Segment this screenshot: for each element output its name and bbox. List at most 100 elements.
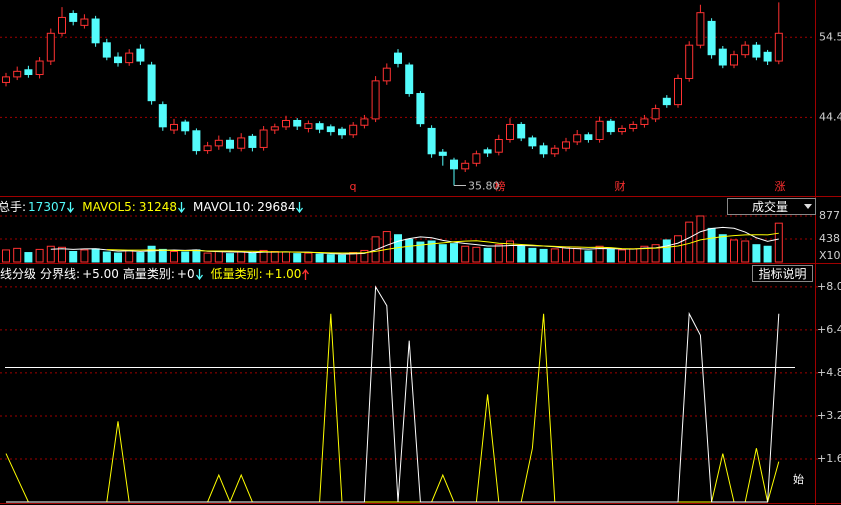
up-arrow <box>302 268 310 280</box>
signal-marker: 始 <box>793 472 804 486</box>
candle-body <box>506 123 514 141</box>
volume-legend: 总手: 17307 MAVOL5: 31248 MAVOL10: 29684 <box>0 198 311 216</box>
candle-body <box>315 123 324 130</box>
candle-body <box>528 137 537 147</box>
legend-value: 29684 <box>257 200 296 214</box>
volume-bar <box>550 248 559 263</box>
volume-bar <box>125 249 134 263</box>
candle-body <box>80 18 89 26</box>
candle-body <box>13 70 22 78</box>
candle-body <box>606 120 615 133</box>
volume-bar <box>461 245 470 263</box>
volume-bar <box>595 245 604 263</box>
candle-body <box>662 97 671 106</box>
candle-body <box>125 52 134 64</box>
volume-bar <box>102 251 111 263</box>
y-tick-label: +6.4 <box>817 323 841 336</box>
volume-bar <box>13 247 22 263</box>
legend-label: 分界线: <box>40 267 81 281</box>
candle-body <box>763 51 772 62</box>
candle-body <box>58 16 66 34</box>
candle-body <box>91 18 100 44</box>
y-tick-label: +1.6 <box>817 452 841 465</box>
volume-bar <box>606 248 615 263</box>
candle-body <box>595 120 604 141</box>
moving-average-line <box>106 232 779 254</box>
volume-bar <box>416 241 425 263</box>
indicator-selector[interactable]: 成交量 <box>727 198 816 215</box>
volume-bar <box>58 246 66 263</box>
candle-body <box>483 149 492 154</box>
volume-bar <box>741 240 750 263</box>
candle-body <box>718 48 727 66</box>
legend-label: 低量类别: <box>210 267 263 281</box>
volume-bar <box>562 247 570 263</box>
candle-body <box>136 48 145 62</box>
candle-body <box>405 64 414 95</box>
candle-body <box>707 20 716 56</box>
candle-body <box>618 127 626 133</box>
volume-bar <box>450 243 458 263</box>
indicator-help-button[interactable]: 指标说明 <box>752 265 813 282</box>
volume-bar <box>696 215 705 263</box>
candle-body <box>629 123 638 129</box>
volume-bar <box>24 252 33 263</box>
candle-body <box>181 121 190 132</box>
volume-bar <box>35 248 44 263</box>
dropdown-arrow <box>804 204 812 209</box>
candle-body <box>450 159 458 170</box>
volume-bar <box>707 227 716 263</box>
volume-bar <box>685 221 694 263</box>
volume-bar <box>494 244 503 263</box>
y-tick-label: 44.4 <box>819 110 841 123</box>
legend-label: MAVOL5: <box>82 200 136 214</box>
candle-body <box>494 139 503 153</box>
volume-bar <box>315 253 324 263</box>
y-tick-label: +4.8 <box>817 366 841 379</box>
candle-body <box>394 52 402 64</box>
volume-bar <box>46 245 55 263</box>
candle-body <box>752 44 761 58</box>
candle-body <box>550 147 559 155</box>
volume-bar <box>203 252 212 263</box>
volume-bar <box>170 251 178 263</box>
volume-bar <box>80 249 89 263</box>
legend-label: MAVOL10: <box>193 200 255 214</box>
legend-value: +0 <box>176 267 195 281</box>
volume-bar <box>774 222 783 263</box>
candle-body <box>170 123 178 131</box>
low-price-label: 35.80 <box>468 179 500 192</box>
candle-body <box>438 151 447 156</box>
candle-body <box>2 76 10 83</box>
volume-bar <box>91 248 100 263</box>
candle-body <box>640 118 649 125</box>
volume-bar <box>2 249 10 263</box>
volume-bar <box>662 239 671 263</box>
candle-body <box>237 137 246 149</box>
candle-body <box>360 118 369 126</box>
candle-body <box>416 93 425 125</box>
legend-value: +1.00 <box>264 267 302 281</box>
volume-bar <box>237 251 246 263</box>
volume-bar <box>640 245 649 263</box>
volume-bar <box>472 246 481 263</box>
candle-body <box>69 12 78 22</box>
candle-body <box>338 128 346 136</box>
volume-bar <box>293 253 302 263</box>
candle-body <box>371 80 380 120</box>
down-arrow <box>178 201 186 213</box>
volume-bar <box>360 249 369 263</box>
indicator-line <box>6 285 780 503</box>
y-tick-label: 438 <box>819 232 840 245</box>
volume-bar <box>629 248 638 263</box>
volume-bar <box>730 239 738 263</box>
candle-body <box>651 108 660 120</box>
volume-bar <box>147 245 156 263</box>
legend-value: 17307 <box>28 200 67 214</box>
y-tick-label: 877 <box>819 209 840 222</box>
legend-label: 高量类别: <box>122 267 175 281</box>
candle-body <box>730 54 738 66</box>
